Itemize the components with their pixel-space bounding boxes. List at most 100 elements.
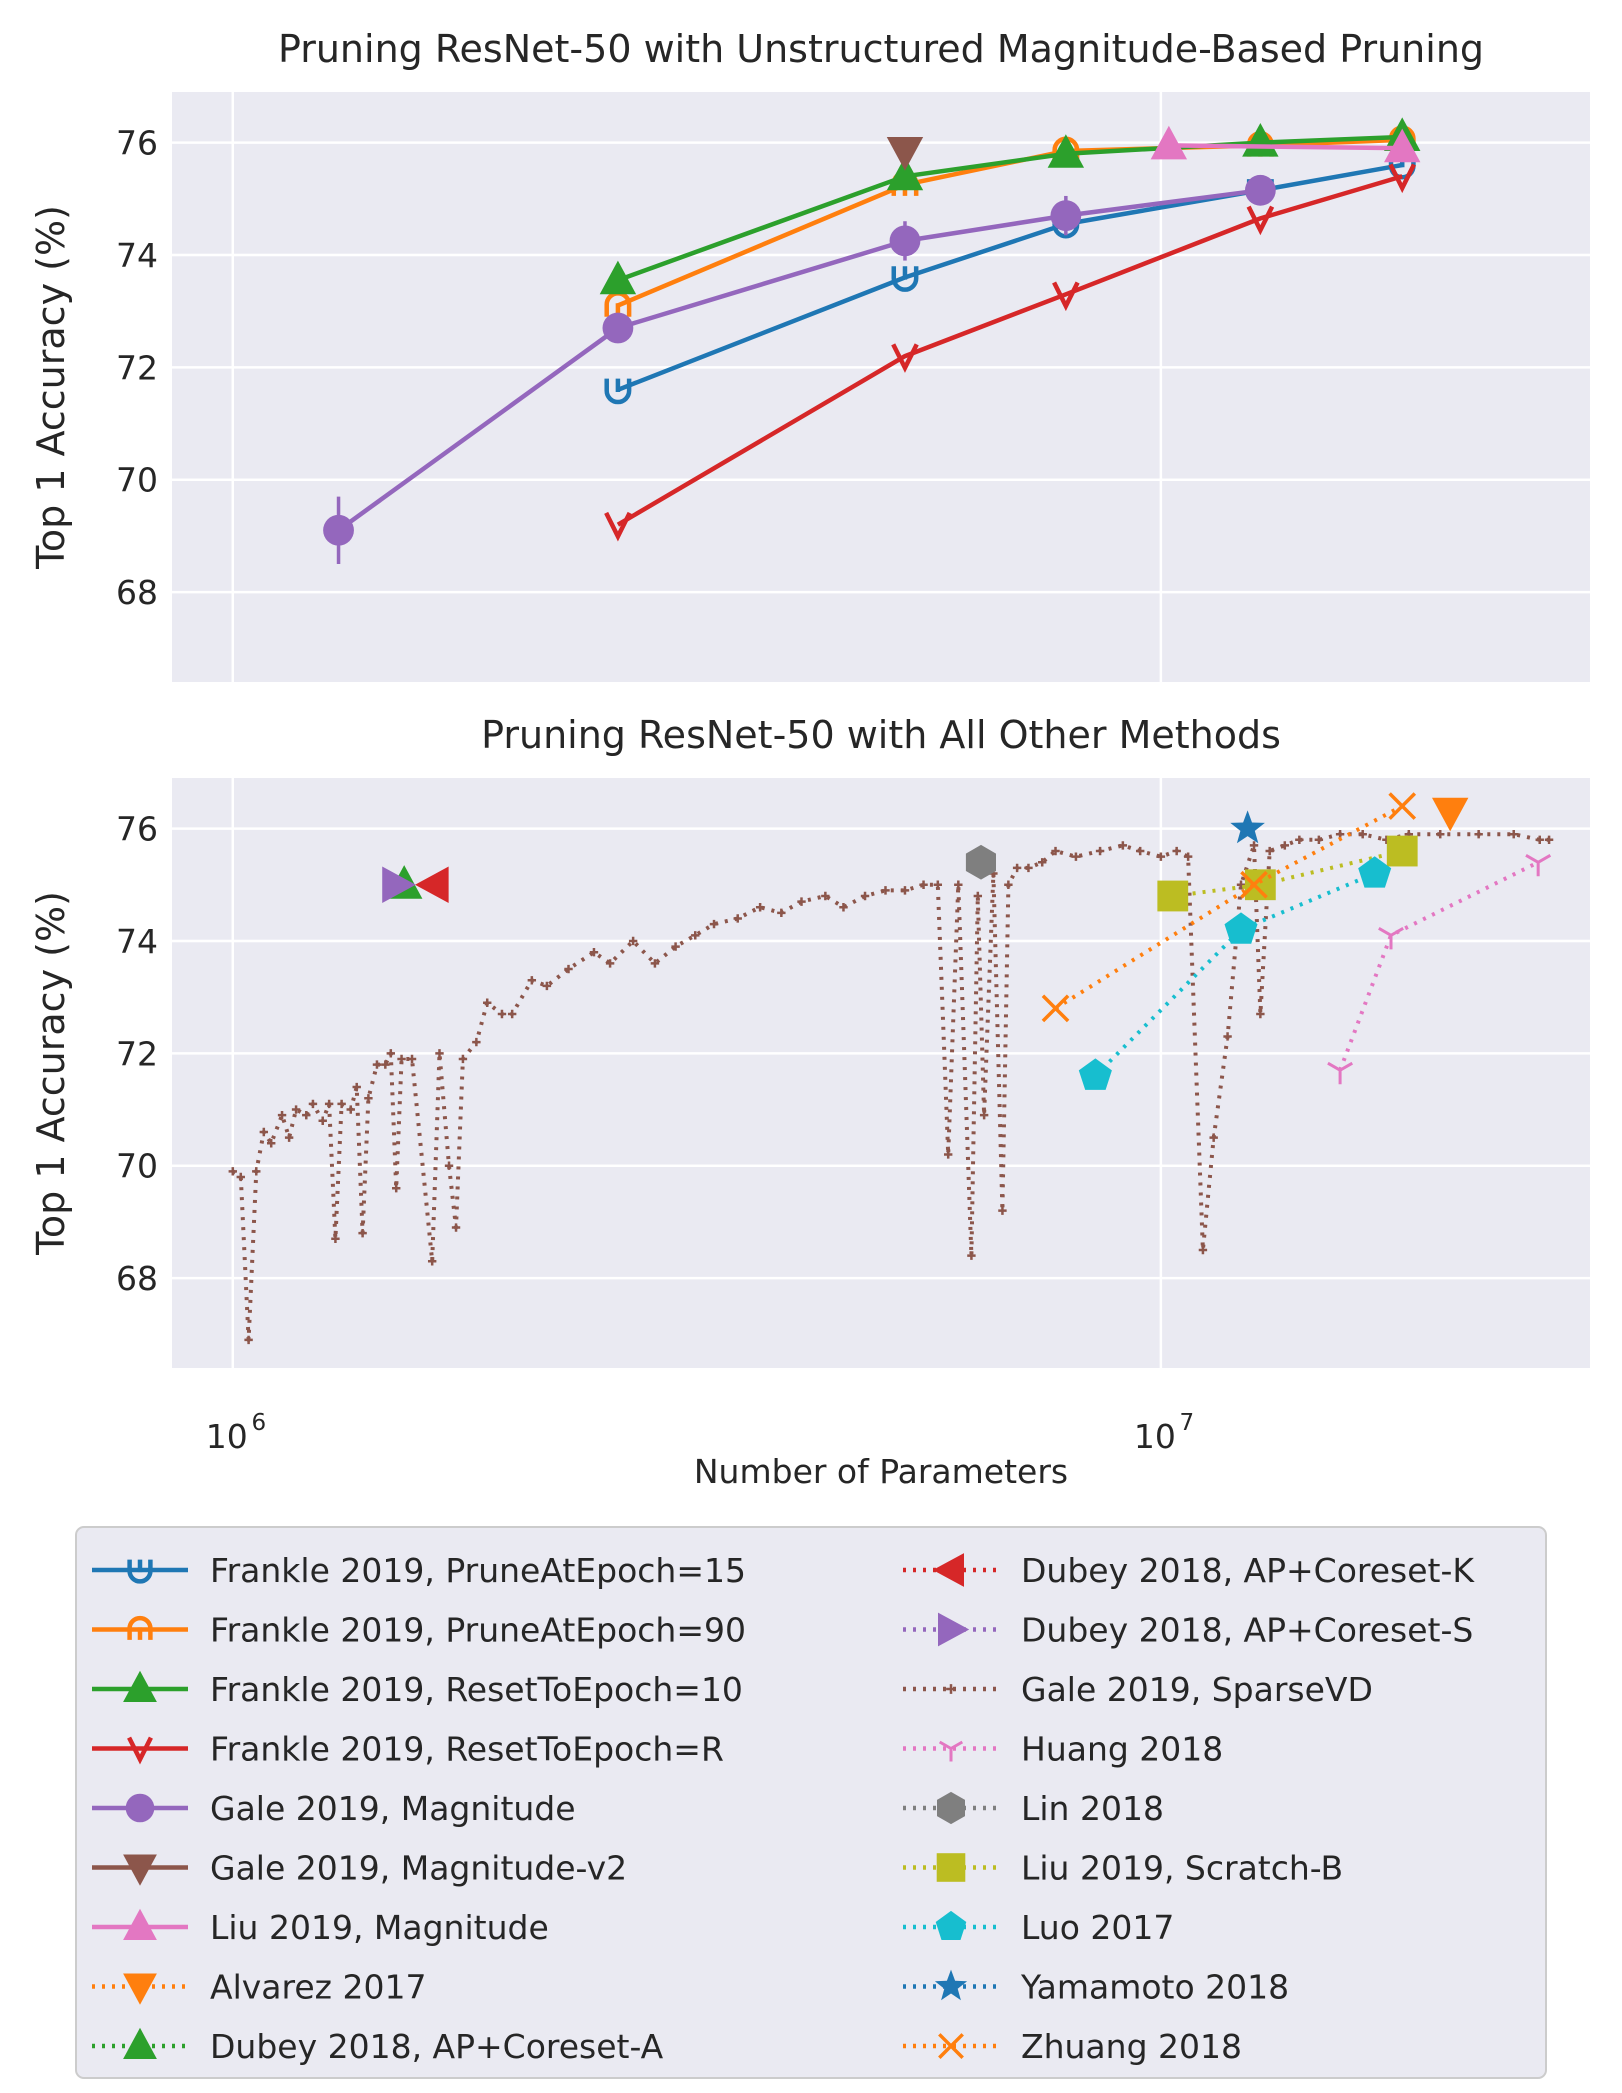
data-point: [1157, 880, 1189, 912]
data-point: [323, 514, 354, 546]
data-point: [1071, 852, 1081, 861]
data-point: [965, 844, 996, 880]
legend-entry: Gale 2019, Magnitude: [92, 1789, 576, 1828]
legend-entry: Luo 2017: [903, 1908, 1174, 1947]
legend-entry: Dubey 2018, AP+Coreset-A: [92, 2027, 664, 2066]
data-point: [284, 1133, 294, 1142]
y-tick-label: 68: [116, 1259, 158, 1298]
legend-marker: [938, 1612, 970, 1647]
data-point: [1386, 835, 1418, 867]
data-point: [381, 1060, 390, 1069]
data-point: [1244, 174, 1276, 206]
data-point: [244, 1335, 253, 1345]
data-point: [458, 1054, 468, 1064]
data-point: [228, 1167, 237, 1176]
top-plot-area: [172, 92, 1590, 682]
series-gale-2019-magnitude: [323, 174, 1276, 564]
data-point: [1535, 835, 1544, 845]
legend-label: Yamamoto 2018: [1020, 1968, 1289, 2007]
data-point: [352, 1082, 361, 1092]
data-point: [1240, 870, 1268, 899]
legend-label: Alvarez 2017: [210, 1968, 426, 2007]
data-point: [1525, 853, 1552, 877]
y-tick-label: 74: [116, 922, 158, 961]
data-point: [267, 1139, 276, 1148]
bottom-gridlines: [172, 778, 1590, 1368]
legend-label: Luo 2017: [1021, 1908, 1174, 1947]
data-point: [1172, 846, 1181, 856]
legend-marker: [934, 1969, 968, 2001]
data-point: [1150, 125, 1188, 160]
legend-marker: [127, 1736, 153, 1765]
legend-entry: Yamamoto 2018: [903, 1968, 1289, 2007]
data-point: [1230, 810, 1265, 844]
x-tick-exponent: 7: [1180, 1410, 1195, 1436]
series-luo-2017: [1078, 856, 1392, 1090]
data-point: [331, 1234, 340, 1243]
data-point: [1509, 829, 1518, 839]
data-point: [1358, 829, 1367, 839]
data-point: [1038, 858, 1047, 867]
legend-entry: Frankle 2019, PruneAtEpoch=90: [92, 1611, 746, 1650]
legend-marker: [123, 1854, 157, 1886]
bottom-y-tick-labels: 68 70 72 74 76: [116, 810, 158, 1299]
data-point: [1051, 846, 1060, 856]
data-point: [1384, 128, 1421, 163]
data-point: [881, 886, 890, 895]
legend-label: Zhuang 2018: [1021, 2027, 1242, 2066]
x-tick-label: 10: [1134, 1417, 1176, 1456]
legend-entry: Lin 2018: [903, 1789, 1164, 1828]
legend-label: Liu 2019, Scratch-B: [1021, 1849, 1343, 1888]
legend-label: Gale 2019, Magnitude: [210, 1789, 576, 1828]
series-dubey-2018-ap-coreset-k: [415, 866, 449, 903]
y-tick-label: 74: [116, 236, 158, 275]
legend-marker: [127, 1559, 153, 1584]
x-tick-label: 10: [206, 1417, 248, 1456]
data-point: [797, 897, 806, 906]
data-point: [507, 1009, 517, 1019]
series-gale-2019-magnitude-v2: [886, 137, 924, 171]
data-point: [777, 908, 786, 918]
data-point: [291, 1105, 301, 1114]
data-point: [979, 1110, 989, 1120]
data-point: [954, 880, 963, 889]
data-point: [1544, 835, 1554, 845]
series-dubey-2018-ap-coreset-s: [382, 866, 416, 903]
top-y-axis-label: Top 1 Accuracy (%): [29, 205, 73, 570]
data-point: [308, 1099, 318, 1109]
data-point: [1436, 829, 1445, 839]
legend-marker: [123, 1670, 157, 1702]
legend: Frankle 2019, PruneAtEpoch=15 Frankle 201…: [75, 1526, 1547, 2079]
data-point: [891, 343, 919, 373]
legend-label: Huang 2018: [1021, 1730, 1223, 1769]
legend-marker: [938, 1740, 964, 1762]
data-point: [933, 880, 943, 889]
legend-label: Gale 2019, Magnitude-v2: [210, 1849, 627, 1888]
data-point: [1183, 852, 1193, 861]
bottom-x-tick-labels: 10 6 10 7: [206, 1410, 1194, 1456]
data-point: [900, 886, 910, 895]
data-point: [1265, 846, 1274, 856]
data-point: [397, 1054, 406, 1064]
data-point: [1224, 912, 1258, 944]
data-point: [1209, 1133, 1218, 1142]
legend-entry: Alvarez 2017: [92, 1968, 426, 2007]
data-point: [1118, 841, 1128, 850]
y-tick-label: 76: [116, 810, 158, 849]
legend-entry: Dubey 2018, AP+Coreset-K: [903, 1551, 1475, 1590]
legend-label: Dubey 2018, AP+Coreset-A: [210, 2027, 664, 2066]
top-y-tick-labels: 68 70 72 74 76: [116, 124, 158, 613]
data-point: [1223, 1032, 1232, 1041]
data-point: [1474, 829, 1483, 839]
data-point: [1280, 841, 1289, 850]
data-point: [1388, 792, 1417, 820]
data-point: [1314, 835, 1324, 845]
bottom-series: [228, 792, 1554, 1345]
data-point: [709, 919, 719, 929]
data-point: [1050, 200, 1082, 232]
top-series: [323, 117, 1421, 564]
legend-entry: Liu 2019, Magnitude: [92, 1908, 549, 1947]
data-point: [277, 1110, 287, 1120]
data-point: [973, 891, 983, 901]
